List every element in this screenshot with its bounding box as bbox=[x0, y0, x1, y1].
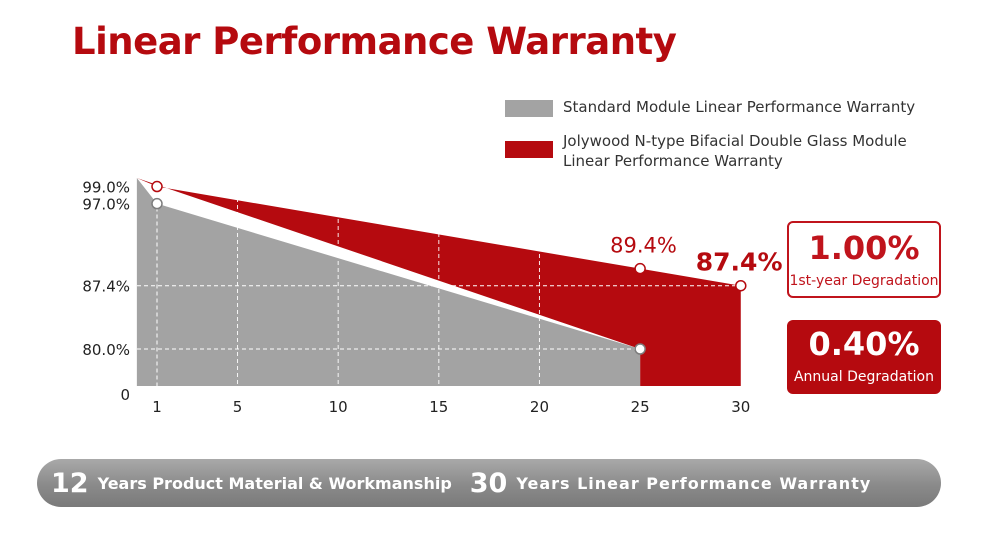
data-point-standard bbox=[634, 343, 646, 355]
first-year-degradation-value: 1.00% bbox=[808, 229, 920, 267]
x-tick-label: 15 bbox=[429, 398, 448, 416]
legend-swatch-jolywood bbox=[505, 141, 553, 158]
warranty-banner: 12 Years Product Material & Workmanship … bbox=[37, 459, 941, 507]
banner-years-product: 12 bbox=[51, 467, 89, 499]
legend-swatch-standard bbox=[505, 100, 553, 117]
banner-years-linear: 30 bbox=[469, 467, 508, 499]
data-label: 89.4% bbox=[610, 234, 677, 258]
series-area-standard bbox=[136, 178, 641, 386]
x-tick-label: 10 bbox=[329, 398, 348, 416]
first-year-degradation-box: 1.00% 1st-year Degradation bbox=[787, 221, 941, 298]
series-area-jolywood bbox=[136, 178, 741, 386]
data-point-jolywood bbox=[634, 262, 646, 275]
legend-item-standard: Standard Module Linear Performance Warra… bbox=[505, 98, 953, 117]
legend-item-jolywood: Jolywood N-type Bifacial Double Glass Mo… bbox=[505, 132, 953, 171]
annual-degradation-box: 0.40% Annual Degradation bbox=[787, 320, 941, 394]
y-tick-label: 80.0% bbox=[82, 341, 130, 359]
legend-label-jolywood-line2: Linear Performance Warranty bbox=[563, 152, 783, 170]
data-point-jolywood bbox=[735, 279, 747, 292]
x-tick-label: 25 bbox=[631, 398, 650, 416]
banner-product-text: Years Product Material & Workmanship bbox=[97, 473, 452, 493]
x-tick-label: 30 bbox=[731, 398, 750, 416]
y-tick-label: 97.0% bbox=[82, 196, 130, 214]
banner-linear-text: Years Linear Performance Warranty bbox=[516, 473, 872, 493]
y-tick-label: 87.4% bbox=[82, 278, 130, 296]
y-tick-label: 0 bbox=[120, 386, 130, 404]
x-tick-label: 20 bbox=[530, 398, 549, 416]
first-year-degradation-label: 1st-year Degradation bbox=[789, 273, 939, 289]
x-tick-label: 5 bbox=[233, 398, 243, 416]
legend-label-jolywood-line1: Jolywood N-type Bifacial Double Glass Mo… bbox=[563, 132, 907, 150]
page-title: Linear Performance Warranty bbox=[72, 20, 677, 63]
y-tick-label: 99.0% bbox=[82, 179, 130, 197]
legend-label-standard: Standard Module Linear Performance Warra… bbox=[563, 98, 916, 116]
data-point-jolywood bbox=[151, 180, 163, 193]
legend-label-jolywood: Jolywood N-type Bifacial Double Glass Mo… bbox=[563, 131, 953, 171]
annual-degradation-label: Annual Degradation bbox=[793, 369, 934, 385]
data-label: 87.4% bbox=[696, 248, 783, 277]
x-tick-label: 1 bbox=[152, 398, 162, 416]
annual-degradation-value: 0.40% bbox=[808, 325, 920, 363]
data-point-standard bbox=[151, 197, 163, 210]
